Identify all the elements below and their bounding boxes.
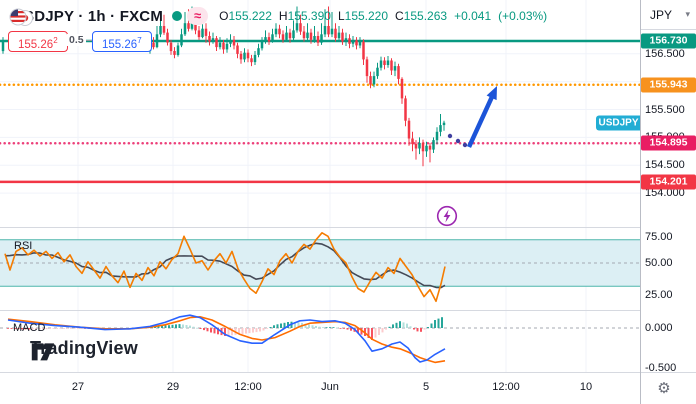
price-axis-border <box>640 0 641 404</box>
price-pane[interactable] <box>0 0 640 227</box>
symbol-price-label: USDJPY <box>596 115 641 131</box>
rsi-chart-canvas <box>0 228 640 310</box>
price-axis-label: 154.500 <box>645 159 685 172</box>
macd-chart-canvas <box>0 311 640 372</box>
price-line-badge: 154.201 <box>641 174 696 190</box>
time-axis-label: 29 <box>166 381 180 393</box>
price-line-badge: 155.943 <box>641 77 696 93</box>
dotted-path-dot <box>447 133 453 139</box>
sell-price-tag[interactable]: 155.262 <box>8 31 68 52</box>
buy-price-tag[interactable]: 155.267 <box>92 31 152 52</box>
tradingview-logo-text: TradingView <box>30 338 138 358</box>
symbol-legend: USDJPY · 1h · FXCM ≈ O155.222 H155.390 L… <box>8 7 548 26</box>
macd-axis-label: 0.000 <box>645 322 673 334</box>
gear-icon[interactable]: ⚙ <box>657 379 671 397</box>
pane-separator[interactable] <box>0 310 696 311</box>
time-axis[interactable]: 27 29 12:00 Jun 5 12:00 10 ⚙ <box>0 373 696 404</box>
price-line-badge: 154.895 <box>641 135 696 151</box>
chevron-down-icon: ▾ <box>685 9 690 19</box>
price-axis-label: 154.000 <box>645 187 685 200</box>
currency-dropdown[interactable]: JPY ▾ <box>641 0 696 30</box>
price-chart-canvas[interactable] <box>0 0 640 227</box>
lightning-icon[interactable] <box>436 205 458 227</box>
pane-separator[interactable] <box>0 227 696 228</box>
approx-badge-icon[interactable]: ≈ <box>187 7 209 25</box>
rsi-axis-label: 25.00 <box>645 289 673 301</box>
time-axis-label: 5 <box>422 381 430 393</box>
rsi-axis-label: 75.00 <box>645 231 673 243</box>
price-axis-label: 155.500 <box>645 103 685 116</box>
dotted-path-dot <box>462 142 468 148</box>
price-change: +0.041 <box>454 9 492 23</box>
ohlc-values: O155.222 H155.390 L155.220 C155.263 +0.0… <box>219 9 548 23</box>
time-axis-label: 12:00 <box>492 381 520 393</box>
time-axis-label: 27 <box>71 381 85 393</box>
time-axis-border <box>0 372 696 373</box>
rsi-pane[interactable] <box>0 228 640 310</box>
spread-label: 0.5 <box>67 34 86 46</box>
dotted-path-dot <box>455 138 461 144</box>
rsi-label: RSI <box>14 240 33 252</box>
tradingview-logo[interactable]: TradingView <box>30 338 138 361</box>
rsi-axis-label: 50.00 <box>645 257 673 269</box>
price-change-pct: (+0.03%) <box>498 9 548 23</box>
trend-arrow-drawing[interactable] <box>466 86 497 148</box>
price-line-badge: 156.730 <box>641 33 696 49</box>
time-axis-label: 10 <box>579 381 593 393</box>
market-status-dot-icon[interactable] <box>172 11 183 21</box>
macd-label: MACD <box>13 322 46 334</box>
symbol-title[interactable]: USDJPY · 1h · FXCM <box>13 7 164 25</box>
tradingview-logo-icon <box>31 343 55 361</box>
time-axis-label: Jun <box>321 381 339 393</box>
macd-axis-label: -0.500 <box>645 362 677 374</box>
price-axis[interactable]: JPY ▾ 156.500155.500155.000154.500154.00… <box>641 0 696 374</box>
time-axis-label: 12:00 <box>234 381 262 393</box>
price-axis-label: 156.500 <box>645 47 685 60</box>
macd-pane[interactable] <box>0 311 640 372</box>
